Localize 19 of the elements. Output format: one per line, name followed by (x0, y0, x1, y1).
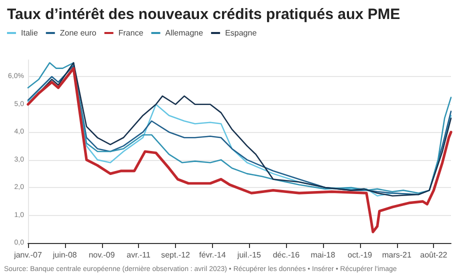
legend-label: Allemagne (165, 28, 204, 38)
x-tick-label: févr.-14 (199, 250, 226, 260)
x-tick-label: nov.-09 (88, 250, 116, 260)
x-tick-label: juin-08 (52, 250, 78, 260)
x-tick-label: oct.-19 (348, 250, 373, 260)
line-series (26, 67, 452, 234)
x-tick-label: mai-18 (310, 250, 336, 260)
legend-label: France (118, 28, 144, 38)
x-tick-label: sept.-12 (161, 250, 191, 260)
x-tick-label: janv.-07 (13, 250, 42, 260)
x-tick-label: août-22 (420, 250, 448, 260)
x-tick-label: avr.-11 (126, 250, 152, 260)
x-tick-label: juil.-15 (236, 250, 262, 260)
x-tick-label: mars-21 (382, 250, 412, 260)
legend-label: Espagne (225, 28, 258, 38)
legend-label: Zone euro (60, 28, 97, 38)
chart-title: Taux d’intérêt des nouveaux crédits pratiqués aux PME (7, 6, 400, 23)
x-tick-label: déc.-16 (272, 250, 300, 260)
legend-label: Italie (21, 28, 38, 38)
